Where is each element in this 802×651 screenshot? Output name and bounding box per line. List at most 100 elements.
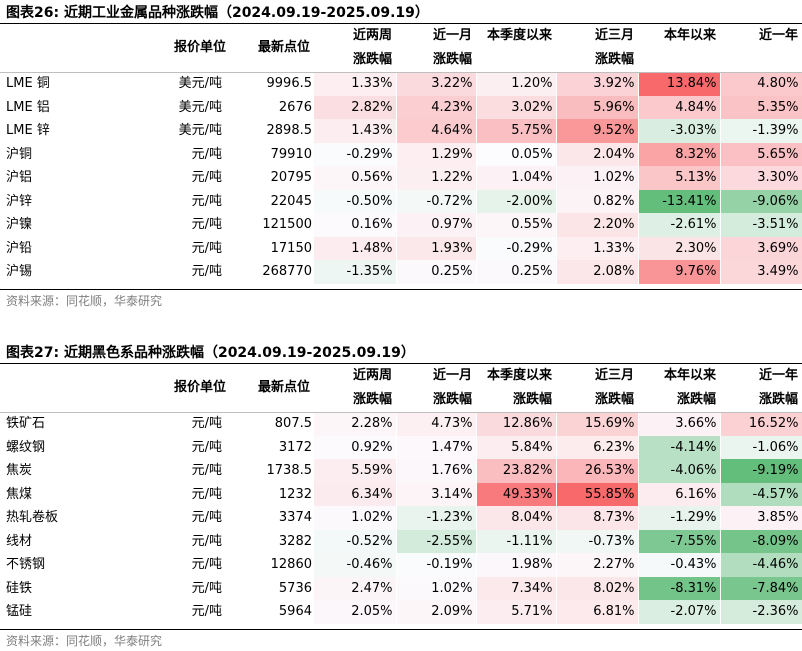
row-name: 热轧卷板 [6,510,59,525]
pct-cell: 3.22% [396,72,477,96]
table-section-metals: 图表26: 近期工业金属品种涨跌幅（2024.09.19-2025.09.19）… [0,0,802,312]
pct-cell: 3.69% [720,236,802,260]
header-sub: 涨跌幅 [512,392,552,407]
pct-cell: 2.47% [314,576,397,600]
pct-cell: 1.22% [396,166,477,190]
pct-cell: 12.86% [476,412,557,436]
pct-cell: 16.52% [720,412,802,436]
pct-cell: 13.84% [638,72,721,96]
row-price: 22045 [270,193,312,209]
pct-cell: -8.31% [638,576,721,600]
pct-cell: 4.64% [396,119,477,143]
table-row: 焦炭 元/吨 1738.5 5.59% 1.76% 23.82% 26.53% -4.06% -… [0,459,802,483]
pct-cell: -4.46% [720,553,802,577]
pct-cell: 5.71% [476,600,557,624]
pct-cell: 8.02% [556,576,639,600]
table-row: 硅铁 元/吨 5736 2.47% 1.02% 7.34% 8.02% -8.31% -7.84… [0,576,802,600]
row-price: 121500 [262,217,312,232]
pct-cell: 3.30% [720,166,802,190]
pct-cell: -8.09% [720,529,802,553]
pct-cell: -1.29% [638,506,721,530]
pct-cell: -0.29% [314,142,397,166]
header-period: 近一月 [432,28,472,43]
row-price: 3374 [278,510,312,525]
row-unit: 美元/吨 [178,76,222,91]
header-sub: 涨跌幅 [676,392,716,407]
pct-cell: 1.98% [476,553,557,577]
row-name: 沪锌 [6,193,33,209]
table-row: 螺纹钢 元/吨 3172 0.92% 1.47% 5.84% 6.23% -4.14% -1.0… [0,435,802,459]
pct-cell: 1.43% [314,119,397,143]
row-price: 807.5 [274,416,312,431]
row-price: 2898.5 [266,123,313,138]
table-row: LME 锌 美元/吨 2898.5 1.43% 4.64% 5.75% 9.52% -3.03… [0,119,802,143]
row-unit: 元/吨 [191,217,222,232]
row-price: 5964 [278,604,312,619]
pct-cell: -2.36% [720,600,802,624]
row-name: 沪镍 [6,217,33,232]
pct-cell: -4.14% [638,435,721,459]
pct-cell: -0.43% [638,553,721,577]
row-unit: 元/吨 [191,533,222,549]
pct-cell: 1.76% [396,459,477,483]
row-unit: 元/吨 [191,170,222,185]
pct-cell: -0.73% [556,529,639,553]
pct-cell: -7.84% [720,576,802,600]
data-table: 报价单位 最新点位 近两周 近一月 本季度以来 近三月 本年以来 近一年 涨跌幅… [0,24,802,284]
header-price: 最新点位 [257,40,310,55]
pct-cell: -3.03% [638,119,721,143]
header-period: 近一年 [758,28,798,43]
header-period: 近一年 [758,368,798,383]
header-period: 本季度以来 [486,28,552,43]
header-period: 近两周 [352,28,392,43]
table-row: 铁矿石 元/吨 807.5 2.28% 4.73% 12.86% 15.69% 3.66% 16… [0,412,802,436]
row-price: 79910 [270,146,312,162]
pct-cell: 5.75% [476,119,557,143]
pct-cell: -1.39% [720,119,802,143]
pct-cell: 3.14% [396,482,477,506]
pct-cell: 0.25% [476,260,557,284]
pct-cell: -7.55% [638,529,721,553]
row-price: 1738.5 [266,463,313,478]
title-divider [0,23,802,24]
row-price: 17150 [270,240,312,256]
pct-cell: 1.04% [476,166,557,190]
table-row: 沪镍 元/吨 121500 0.16% 0.97% 0.55% 2.20% -2.61% -3.… [0,213,802,237]
pct-cell: -9.06% [720,189,802,213]
pct-cell: 4.84% [638,95,721,119]
pct-cell: -0.50% [314,189,397,213]
pct-cell: 2.28% [314,412,397,436]
header-row-bottom: 涨跌幅 涨跌幅 涨跌幅 涨跌幅 涨跌幅 涨跌幅 [0,388,802,412]
pct-cell: -1.35% [314,260,397,284]
pct-cell: 1.93% [396,236,477,260]
pct-cell: 0.56% [314,166,397,190]
row-price: 9996.5 [266,76,313,91]
row-unit: 元/吨 [191,439,222,455]
header-sub: 涨跌幅 [758,392,798,407]
pct-cell: 0.82% [556,189,639,213]
row-price: 20795 [270,170,312,185]
pct-cell: -13.41% [638,189,721,213]
header-price: 最新点位 [257,380,310,395]
pct-cell: -2.00% [476,189,557,213]
title-divider [0,363,802,364]
row-name: 沪铅 [6,240,33,256]
pct-cell: 49.33% [476,482,557,506]
row-unit: 元/吨 [191,193,222,209]
row-name: 线材 [6,533,33,549]
row-unit: 元/吨 [191,510,222,525]
pct-cell: 5.84% [476,435,557,459]
pct-cell: -4.57% [720,482,802,506]
pct-cell: 1.33% [314,72,397,96]
pct-cell: 55.85% [556,482,639,506]
header-period: 近三月 [594,368,634,383]
row-name: 沪铝 [6,170,33,185]
header-period: 本年以来 [663,368,716,383]
pct-cell: 0.92% [314,435,397,459]
pct-cell: 1.02% [556,166,639,190]
pct-cell: 4.23% [396,95,477,119]
row-price: 2676 [278,99,312,115]
pct-cell: 0.05% [476,142,557,166]
row-unit: 元/吨 [191,146,222,162]
row-unit: 元/吨 [191,604,222,619]
